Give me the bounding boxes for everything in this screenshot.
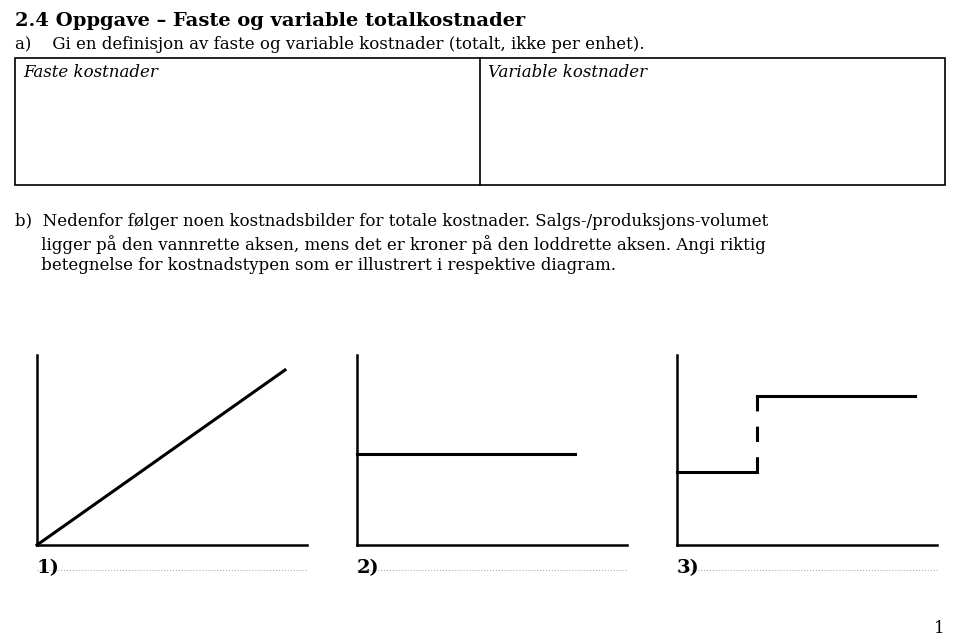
Text: 1: 1 — [934, 620, 945, 637]
Text: b)  Nedenfor følger noen kostnadsbilder for totale kostnader. Salgs-/produksjons: b) Nedenfor følger noen kostnadsbilder f… — [15, 213, 768, 230]
Text: 1): 1) — [37, 559, 60, 577]
Bar — [15, 58, 945, 185]
Text: Faste kostnader: Faste kostnader — [23, 64, 157, 81]
Text: Variable kostnader: Variable kostnader — [488, 64, 647, 81]
Text: 3): 3) — [677, 559, 700, 577]
Text: betegnelse for kostnadstypen som er illustrert i respektive diagram.: betegnelse for kostnadstypen som er illu… — [15, 257, 616, 274]
Text: ligger på den vannrette aksen, mens det er kroner på den loddrette aksen. Angi r: ligger på den vannrette aksen, mens det … — [15, 235, 766, 254]
Text: 2.4 Oppgave – Faste og variable totalkostnader: 2.4 Oppgave – Faste og variable totalkos… — [15, 12, 525, 30]
Text: 2): 2) — [357, 559, 379, 577]
Text: a)    Gi en definisjon av faste og variable kostnader (totalt, ikke per enhet).: a) Gi en definisjon av faste og variable… — [15, 36, 644, 53]
